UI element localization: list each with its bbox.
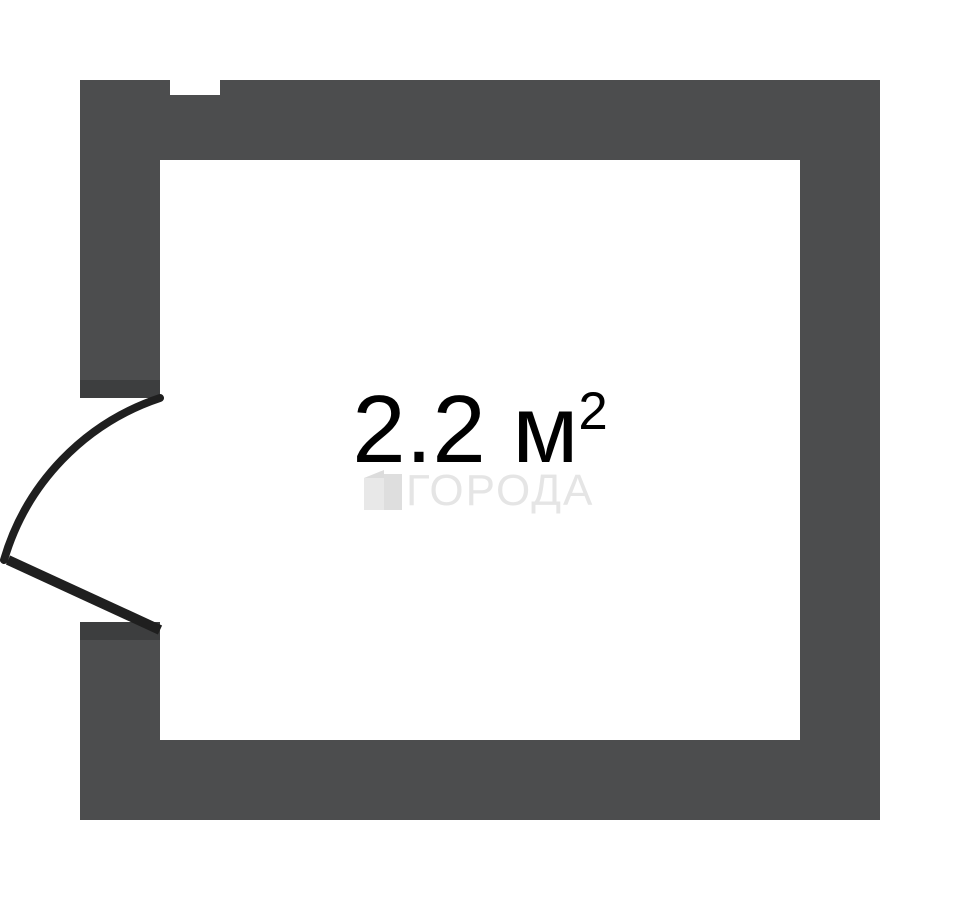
door-jamb-top: [80, 380, 160, 398]
door-leaf: [8, 560, 160, 630]
area-value: 2.2: [352, 376, 485, 483]
floor-plan-canvas: ГОРОДА 2.2 м2: [0, 0, 960, 900]
door-swing-arc: [4, 398, 160, 560]
area-unit-base: м: [512, 376, 578, 483]
area-unit: м2: [512, 376, 607, 483]
area-unit-exponent: 2: [578, 382, 607, 441]
room-area-label: 2.2 м2: [352, 382, 608, 478]
